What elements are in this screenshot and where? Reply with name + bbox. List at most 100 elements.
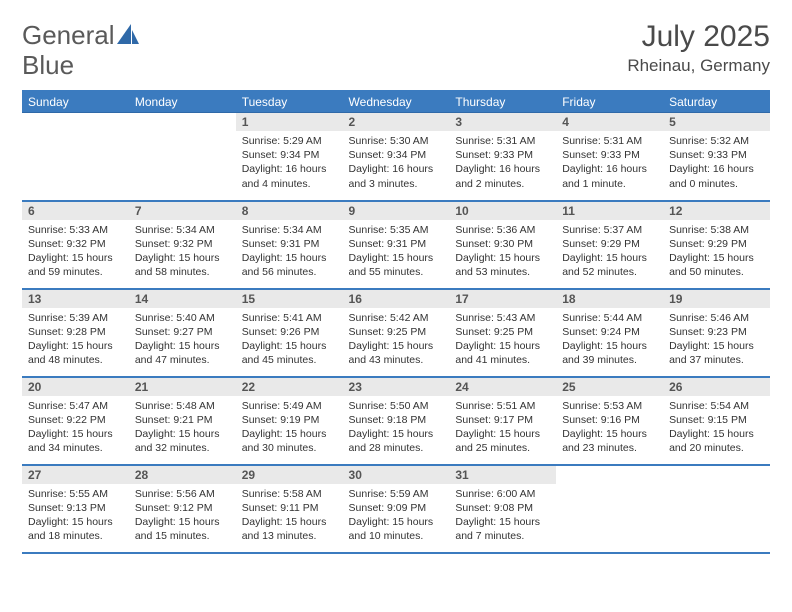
- daylight-line: Daylight: 15 hours and 23 minutes.: [562, 427, 657, 455]
- daylight-line: Daylight: 16 hours and 1 minute.: [562, 162, 657, 190]
- calendar-day-cell: 31Sunrise: 6:00 AMSunset: 9:08 PMDayligh…: [449, 465, 556, 553]
- day-number: 17: [449, 290, 556, 308]
- calendar-day-cell: 15Sunrise: 5:41 AMSunset: 9:26 PMDayligh…: [236, 289, 343, 377]
- weekday-header-row: SundayMondayTuesdayWednesdayThursdayFrid…: [22, 91, 770, 113]
- day-number: 9: [343, 202, 450, 220]
- day-details: Sunrise: 5:48 AMSunset: 9:21 PMDaylight:…: [129, 396, 236, 462]
- calendar-day-cell: 21Sunrise: 5:48 AMSunset: 9:21 PMDayligh…: [129, 377, 236, 465]
- logo-text-1: General: [22, 20, 115, 51]
- sunrise-line: Sunrise: 5:51 AM: [455, 399, 550, 413]
- calendar-empty-cell: [663, 465, 770, 553]
- day-number: 1: [236, 113, 343, 131]
- calendar-day-cell: 24Sunrise: 5:51 AMSunset: 9:17 PMDayligh…: [449, 377, 556, 465]
- sunrise-line: Sunrise: 5:58 AM: [242, 487, 337, 501]
- sunset-line: Sunset: 9:33 PM: [562, 148, 657, 162]
- day-number: 2: [343, 113, 450, 131]
- day-details: Sunrise: 5:31 AMSunset: 9:33 PMDaylight:…: [449, 131, 556, 197]
- day-number: 27: [22, 466, 129, 484]
- calendar-week-row: 13Sunrise: 5:39 AMSunset: 9:28 PMDayligh…: [22, 289, 770, 377]
- sunset-line: Sunset: 9:09 PM: [349, 501, 444, 515]
- day-number: 24: [449, 378, 556, 396]
- day-details: Sunrise: 5:51 AMSunset: 9:17 PMDaylight:…: [449, 396, 556, 462]
- sunrise-line: Sunrise: 5:40 AM: [135, 311, 230, 325]
- day-number: 18: [556, 290, 663, 308]
- sunrise-line: Sunrise: 5:44 AM: [562, 311, 657, 325]
- sunset-line: Sunset: 9:15 PM: [669, 413, 764, 427]
- daylight-line: Daylight: 15 hours and 52 minutes.: [562, 251, 657, 279]
- day-number: 8: [236, 202, 343, 220]
- sunset-line: Sunset: 9:34 PM: [242, 148, 337, 162]
- title-block: July 2025 Rheinau, Germany: [627, 20, 770, 76]
- day-details: Sunrise: 5:58 AMSunset: 9:11 PMDaylight:…: [236, 484, 343, 550]
- calendar-day-cell: 14Sunrise: 5:40 AMSunset: 9:27 PMDayligh…: [129, 289, 236, 377]
- sunrise-line: Sunrise: 5:47 AM: [28, 399, 123, 413]
- sunset-line: Sunset: 9:31 PM: [349, 237, 444, 251]
- daylight-line: Daylight: 15 hours and 28 minutes.: [349, 427, 444, 455]
- sunrise-line: Sunrise: 5:37 AM: [562, 223, 657, 237]
- weekday-header: Wednesday: [343, 91, 450, 113]
- sunrise-line: Sunrise: 5:29 AM: [242, 134, 337, 148]
- sunset-line: Sunset: 9:29 PM: [669, 237, 764, 251]
- daylight-line: Daylight: 15 hours and 53 minutes.: [455, 251, 550, 279]
- calendar-week-row: 1Sunrise: 5:29 AMSunset: 9:34 PMDaylight…: [22, 113, 770, 201]
- day-number: 21: [129, 378, 236, 396]
- sunset-line: Sunset: 9:26 PM: [242, 325, 337, 339]
- daylight-line: Daylight: 15 hours and 41 minutes.: [455, 339, 550, 367]
- sunrise-line: Sunrise: 5:54 AM: [669, 399, 764, 413]
- day-number: 6: [22, 202, 129, 220]
- calendar-day-cell: 11Sunrise: 5:37 AMSunset: 9:29 PMDayligh…: [556, 201, 663, 289]
- day-details: Sunrise: 5:44 AMSunset: 9:24 PMDaylight:…: [556, 308, 663, 374]
- sunrise-line: Sunrise: 5:31 AM: [562, 134, 657, 148]
- sunset-line: Sunset: 9:16 PM: [562, 413, 657, 427]
- calendar-day-cell: 29Sunrise: 5:58 AMSunset: 9:11 PMDayligh…: [236, 465, 343, 553]
- day-number: 15: [236, 290, 343, 308]
- sunset-line: Sunset: 9:23 PM: [669, 325, 764, 339]
- sunrise-line: Sunrise: 5:43 AM: [455, 311, 550, 325]
- day-details: Sunrise: 5:29 AMSunset: 9:34 PMDaylight:…: [236, 131, 343, 197]
- sunset-line: Sunset: 9:29 PM: [562, 237, 657, 251]
- day-details: Sunrise: 5:42 AMSunset: 9:25 PMDaylight:…: [343, 308, 450, 374]
- day-number: 22: [236, 378, 343, 396]
- sunset-line: Sunset: 9:31 PM: [242, 237, 337, 251]
- sunset-line: Sunset: 9:11 PM: [242, 501, 337, 515]
- sunset-line: Sunset: 9:12 PM: [135, 501, 230, 515]
- sunrise-line: Sunrise: 5:35 AM: [349, 223, 444, 237]
- sunrise-line: Sunrise: 5:55 AM: [28, 487, 123, 501]
- daylight-line: Daylight: 15 hours and 45 minutes.: [242, 339, 337, 367]
- day-number: 29: [236, 466, 343, 484]
- sunset-line: Sunset: 9:17 PM: [455, 413, 550, 427]
- daylight-line: Daylight: 15 hours and 10 minutes.: [349, 515, 444, 543]
- page-title: July 2025: [627, 20, 770, 54]
- sunset-line: Sunset: 9:18 PM: [349, 413, 444, 427]
- calendar-day-cell: 28Sunrise: 5:56 AMSunset: 9:12 PMDayligh…: [129, 465, 236, 553]
- daylight-line: Daylight: 15 hours and 37 minutes.: [669, 339, 764, 367]
- sunset-line: Sunset: 9:33 PM: [455, 148, 550, 162]
- calendar-day-cell: 10Sunrise: 5:36 AMSunset: 9:30 PMDayligh…: [449, 201, 556, 289]
- day-number: 19: [663, 290, 770, 308]
- sunset-line: Sunset: 9:25 PM: [455, 325, 550, 339]
- sunset-line: Sunset: 9:30 PM: [455, 237, 550, 251]
- day-number: 16: [343, 290, 450, 308]
- weekday-header: Tuesday: [236, 91, 343, 113]
- day-number: 5: [663, 113, 770, 131]
- day-number: 7: [129, 202, 236, 220]
- calendar-day-cell: 23Sunrise: 5:50 AMSunset: 9:18 PMDayligh…: [343, 377, 450, 465]
- daylight-line: Daylight: 15 hours and 47 minutes.: [135, 339, 230, 367]
- day-details: Sunrise: 5:38 AMSunset: 9:29 PMDaylight:…: [663, 220, 770, 286]
- weekday-header: Thursday: [449, 91, 556, 113]
- calendar-day-cell: 25Sunrise: 5:53 AMSunset: 9:16 PMDayligh…: [556, 377, 663, 465]
- weekday-header: Monday: [129, 91, 236, 113]
- sunset-line: Sunset: 9:21 PM: [135, 413, 230, 427]
- calendar-week-row: 27Sunrise: 5:55 AMSunset: 9:13 PMDayligh…: [22, 465, 770, 553]
- sunrise-line: Sunrise: 5:49 AM: [242, 399, 337, 413]
- calendar-day-cell: 6Sunrise: 5:33 AMSunset: 9:32 PMDaylight…: [22, 201, 129, 289]
- calendar-empty-cell: [556, 465, 663, 553]
- calendar-day-cell: 27Sunrise: 5:55 AMSunset: 9:13 PMDayligh…: [22, 465, 129, 553]
- day-details: Sunrise: 5:30 AMSunset: 9:34 PMDaylight:…: [343, 131, 450, 197]
- daylight-line: Daylight: 16 hours and 4 minutes.: [242, 162, 337, 190]
- sunrise-line: Sunrise: 5:34 AM: [242, 223, 337, 237]
- daylight-line: Daylight: 15 hours and 18 minutes.: [28, 515, 123, 543]
- calendar-day-cell: 8Sunrise: 5:34 AMSunset: 9:31 PMDaylight…: [236, 201, 343, 289]
- daylight-line: Daylight: 15 hours and 39 minutes.: [562, 339, 657, 367]
- day-details: Sunrise: 5:46 AMSunset: 9:23 PMDaylight:…: [663, 308, 770, 374]
